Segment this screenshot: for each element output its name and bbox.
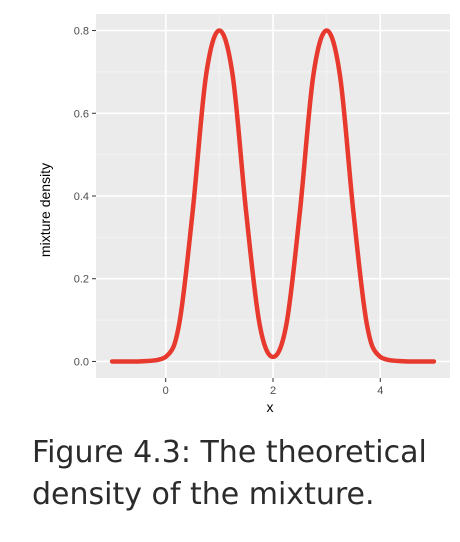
x-tick-label: 2 <box>270 385 276 397</box>
y-tick-label: 0.4 <box>74 191 89 203</box>
y-tick-label: 0.8 <box>74 26 89 38</box>
y-tick-label: 0.6 <box>74 108 89 120</box>
x-tick-label: 0 <box>163 385 169 397</box>
y-tick-label: 0.0 <box>74 356 89 368</box>
density-curve <box>109 28 437 364</box>
chart: 0.0 0.2 0.4 0.6 0.8 0 2 4 x mixture density <box>37 14 450 415</box>
y-axis: 0.0 0.2 0.4 0.6 0.8 <box>74 26 96 368</box>
x-tick-label: 4 <box>377 385 383 397</box>
x-axis: 0 2 4 <box>163 378 383 397</box>
y-tick-label: 0.2 <box>74 274 89 286</box>
y-axis-title: mixture density <box>37 163 53 257</box>
figure-caption: Figure 4.3: The theoretical density of t… <box>32 435 427 512</box>
x-axis-title: x <box>267 399 274 415</box>
